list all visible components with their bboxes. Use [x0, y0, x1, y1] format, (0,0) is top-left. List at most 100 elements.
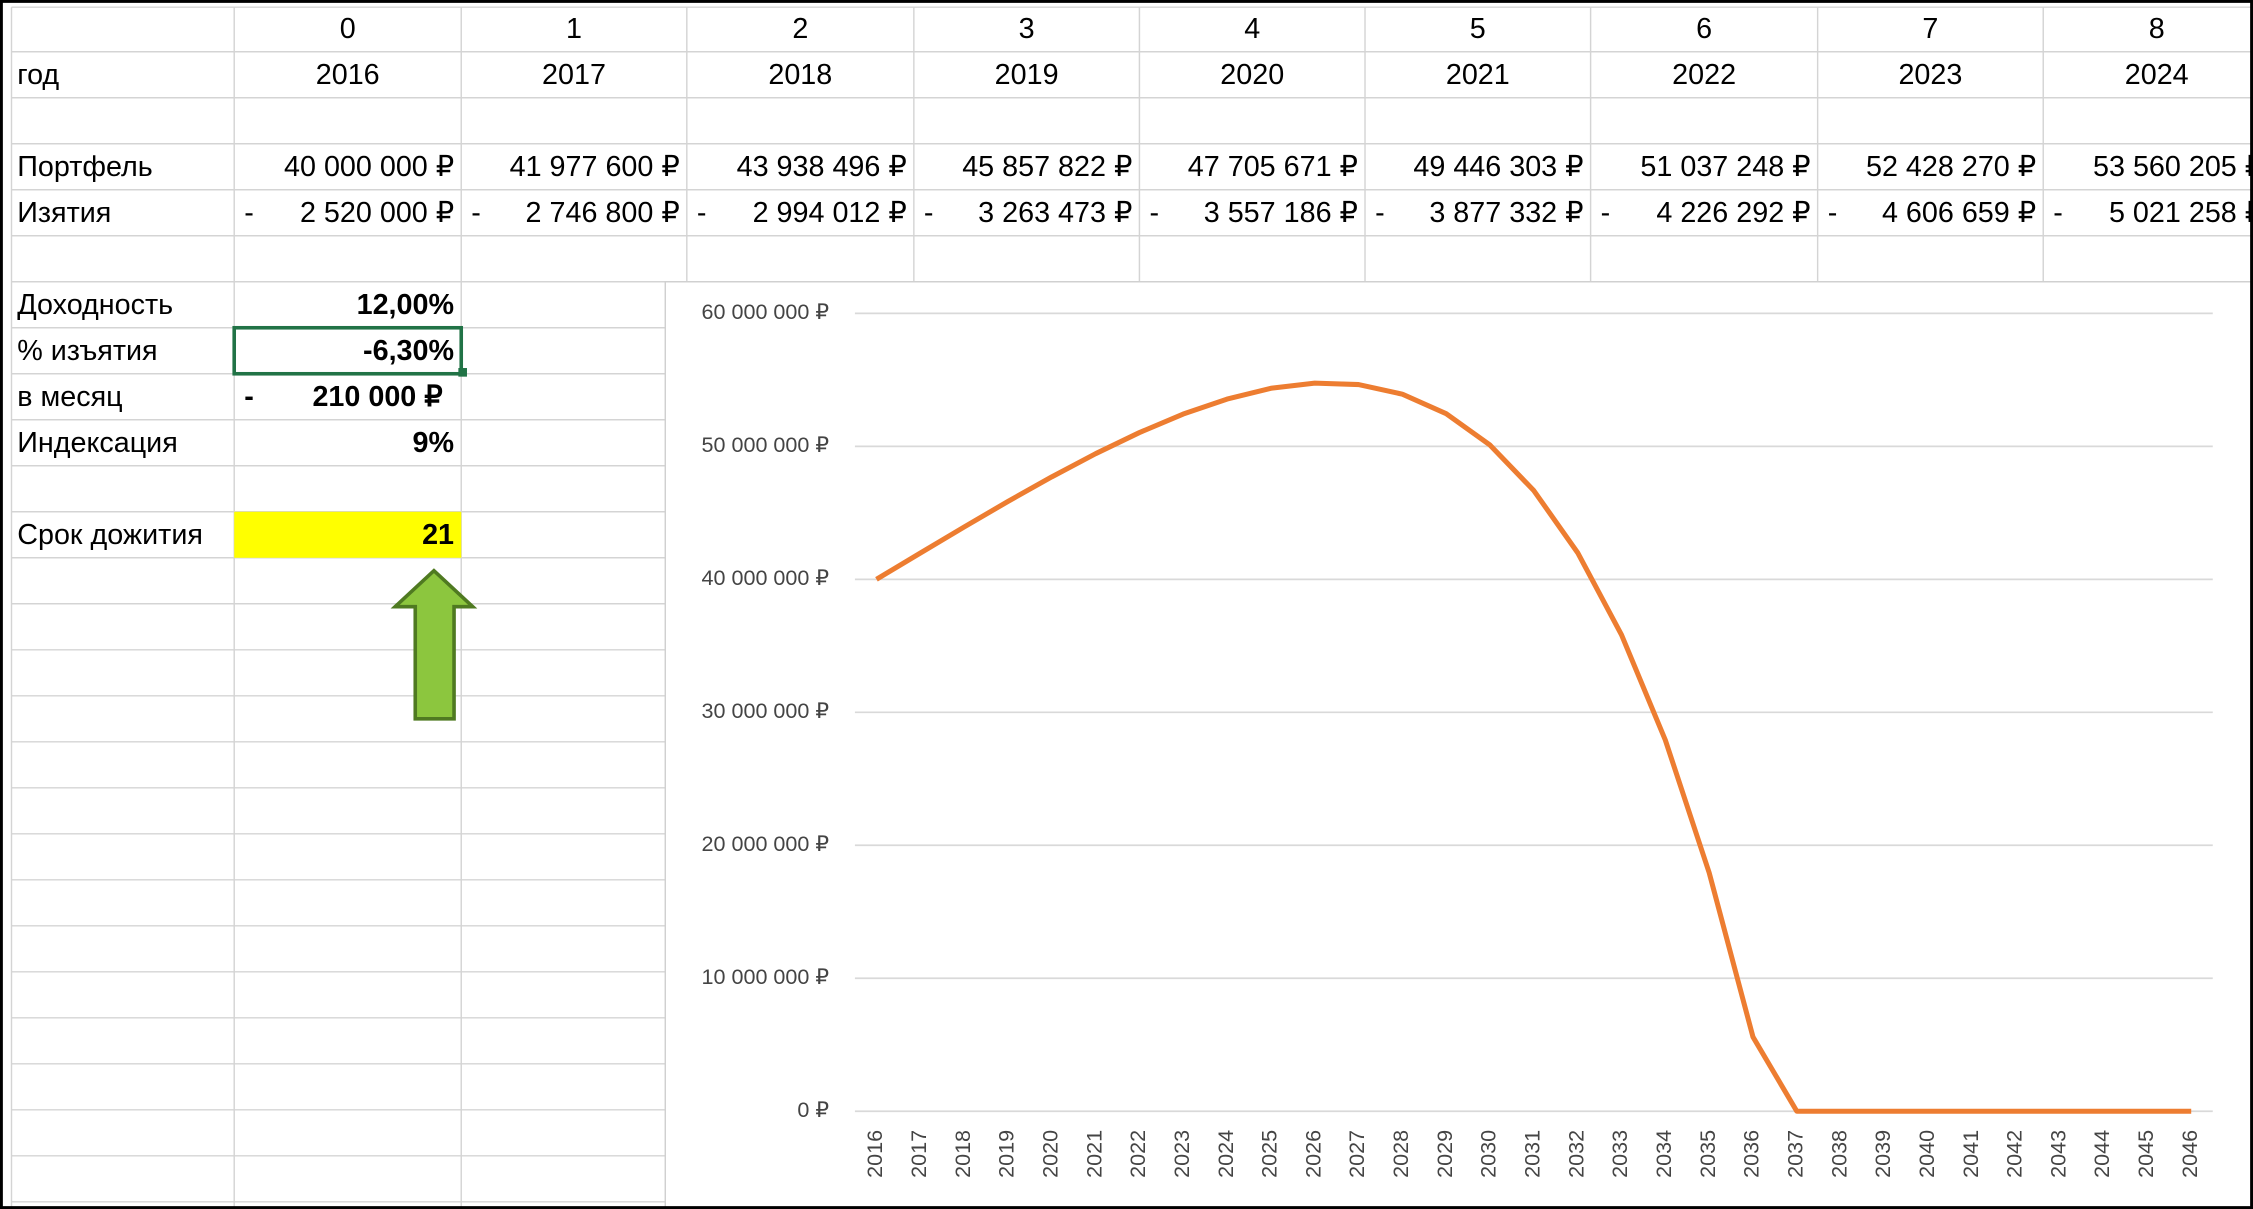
x-tick-label: 2034: [1651, 1130, 1676, 1178]
y-tick-label: 40 000 000 ₽: [702, 565, 830, 590]
param-label: Индексация: [17, 427, 178, 459]
portfolio-cell: 40 000 000 ₽: [284, 151, 454, 183]
portfolio-cell: 51 037 248 ₽: [1640, 151, 1810, 183]
x-tick-label: 2016: [862, 1130, 887, 1178]
withdrawal-cell: 3 263 473 ₽: [978, 197, 1132, 229]
x-tick-label: 2019: [994, 1130, 1019, 1178]
x-tick-label: 2045: [2133, 1130, 2158, 1178]
row-label: Изятия: [17, 197, 111, 229]
column-index: 5: [1470, 13, 1486, 45]
year-cell: 2016: [316, 59, 380, 91]
portfolio-cell: 47 705 671 ₽: [1188, 151, 1358, 183]
param-label: в месяц: [17, 381, 122, 413]
x-tick-label: 2037: [1782, 1130, 1807, 1178]
sign: -: [244, 381, 254, 413]
chart-area: [664, 281, 2253, 1209]
x-tick-label: 2025: [1257, 1130, 1282, 1178]
x-tick-label: 2031: [1520, 1130, 1545, 1178]
portfolio-cell: 52 428 270 ₽: [1866, 151, 2036, 183]
sign: -: [697, 197, 707, 229]
x-tick-label: 2030: [1476, 1130, 1501, 1178]
x-tick-label: 2026: [1300, 1130, 1325, 1178]
sign: -: [1149, 197, 1159, 229]
x-tick-label: 2042: [2002, 1130, 2027, 1178]
withdrawal-cell: 2 746 800 ₽: [526, 197, 680, 229]
withdrawal-cell: 2 520 000 ₽: [300, 197, 454, 229]
x-tick-label: 2036: [1739, 1130, 1764, 1178]
year-cell: 2019: [995, 59, 1059, 91]
x-tick-label: 2023: [1169, 1130, 1194, 1178]
x-tick-label: 2020: [1037, 1130, 1062, 1178]
x-tick-label: 2022: [1125, 1130, 1150, 1178]
year-cell: 2024: [2125, 59, 2189, 91]
withdrawal-cell: 3 877 332 ₽: [1429, 197, 1583, 229]
withdrawal-cell: 4 226 292 ₽: [1656, 197, 1810, 229]
arrow: [390, 568, 478, 721]
year-cell: 2023: [1898, 59, 1962, 91]
x-tick-label: 2039: [1870, 1130, 1895, 1178]
row-label: Портфель: [17, 151, 153, 183]
x-tick-label: 2046: [2177, 1130, 2202, 1178]
x-tick-label: 2018: [950, 1130, 975, 1178]
sign: -: [1828, 197, 1838, 229]
x-tick-label: 2040: [1914, 1130, 1939, 1178]
param-value: 9%: [413, 427, 455, 459]
column-index: 2: [792, 13, 808, 45]
y-tick-label: 50 000 000 ₽: [702, 432, 830, 457]
year-cell: 2022: [1672, 59, 1736, 91]
param-value: 210 000 ₽: [312, 381, 442, 413]
portfolio-cell: 41 977 600 ₽: [510, 151, 680, 183]
x-tick-label: 2028: [1388, 1130, 1413, 1178]
x-tick-label: 2038: [1826, 1130, 1851, 1178]
x-tick-label: 2029: [1432, 1130, 1457, 1178]
line: [875, 380, 2192, 1114]
x-tick-label: 2033: [1607, 1130, 1632, 1178]
sign: -: [244, 197, 254, 229]
x-tick-label: 2017: [906, 1130, 931, 1178]
y-tick-label: 0 ₽: [797, 1097, 829, 1122]
param-label: % изъятия: [17, 335, 157, 367]
year-cell: 2017: [542, 59, 606, 91]
column-index: 7: [1922, 13, 1938, 45]
y-tick-label: 60 000 000 ₽: [702, 299, 830, 324]
sign: -: [924, 197, 934, 229]
portfolio-cell: 49 446 303 ₽: [1413, 151, 1583, 183]
sign: -: [1375, 197, 1385, 229]
year-cell: 2018: [768, 59, 832, 91]
column-index: 4: [1244, 13, 1260, 45]
column-index: 6: [1696, 13, 1712, 45]
column-index: 8: [2149, 13, 2165, 45]
year-cell: 2021: [1446, 59, 1510, 91]
param-value: 21: [422, 519, 454, 551]
portfolio-cell: 43 938 496 ₽: [737, 151, 907, 183]
selected-cell: [232, 325, 464, 376]
param-label: Доходность: [17, 289, 173, 321]
withdrawal-cell: 2 994 012 ₽: [753, 197, 907, 229]
row-label: год: [17, 59, 59, 91]
y-tick-label: 10 000 000 ₽: [702, 964, 830, 989]
y-tick-label: 30 000 000 ₽: [702, 698, 830, 723]
column-index: 3: [1019, 13, 1035, 45]
x-tick-label: 2043: [2045, 1130, 2070, 1178]
withdrawal-cell: 5 021 258 ₽: [2109, 197, 2253, 229]
withdrawal-cell: 4 606 659 ₽: [1882, 197, 2036, 229]
x-tick-label: 2027: [1344, 1130, 1369, 1178]
sign: -: [1601, 197, 1611, 229]
param-value: -6,30%: [363, 335, 454, 367]
x-tick-label: 2032: [1563, 1130, 1588, 1178]
sign: -: [2053, 197, 2063, 229]
x-tick-label: 2021: [1081, 1130, 1106, 1178]
x-tick-label: 2044: [2089, 1130, 2114, 1178]
withdrawal-cell: 3 557 186 ₽: [1204, 197, 1358, 229]
year-cell: 2020: [1220, 59, 1284, 91]
portfolio-cell: 45 857 822 ₽: [962, 151, 1132, 183]
sign: -: [471, 197, 481, 229]
fill-handle: [458, 368, 467, 377]
column-index: 0: [340, 13, 356, 45]
x-tick-label: 2041: [1958, 1130, 1983, 1178]
column-index: 1: [566, 13, 582, 45]
highlight-cell: [234, 511, 462, 558]
